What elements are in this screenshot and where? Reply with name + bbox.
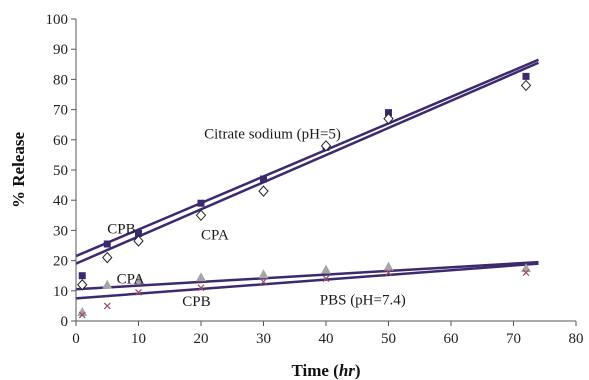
trendline	[75, 262, 539, 300]
y-tick-label: 50	[53, 163, 68, 179]
data-point-triangle	[102, 279, 113, 289]
annotation-label: CPB	[107, 221, 135, 237]
data-point-x	[322, 275, 330, 283]
data-point-diamond	[77, 279, 88, 291]
data-point-x	[197, 284, 205, 292]
x-tick-label: 30	[256, 331, 271, 347]
x-axis-title-close: )	[355, 361, 361, 380]
annotation-label: PBS (pH=7.4)	[320, 292, 406, 308]
data-point-square	[135, 229, 142, 237]
y-tick-label: 30	[53, 223, 68, 239]
data-point-square	[78, 272, 86, 280]
y-tick-label: 70	[53, 103, 68, 119]
data-point-x	[385, 269, 392, 277]
data-point-triangle	[258, 269, 269, 279]
data-point-triangle	[321, 264, 331, 274]
annotation-label: CPB	[182, 294, 210, 310]
y-tick-label: 0	[61, 314, 69, 330]
x-tick-label: 50	[381, 331, 396, 347]
data-point-x	[78, 311, 86, 319]
y-tick-label: 100	[46, 12, 69, 28]
annotations-group: Citrate sodium (pH=5) CPB CPA CPA CPB PBS (pH…	[107, 126, 405, 310]
y-tick-label: 60	[53, 133, 68, 149]
data-point-x	[135, 288, 142, 296]
trendline	[75, 58, 539, 258]
data-point-triangle	[133, 275, 144, 285]
data-point-diamond	[320, 140, 332, 152]
data-point-diamond	[133, 235, 144, 247]
data-point-square	[197, 199, 205, 207]
y-tick-label: 90	[53, 42, 68, 58]
trendline	[75, 260, 539, 291]
x-tick-label: 10	[131, 331, 146, 347]
y-axis-title: % Release	[9, 132, 28, 208]
y-tick-label: 20	[53, 254, 68, 270]
x-axis-title: Time (hr)	[291, 361, 360, 380]
data-point-diamond	[520, 79, 532, 92]
points-group	[77, 72, 532, 319]
data-point-diamond	[258, 185, 269, 197]
x-tick-label: 60	[444, 331, 459, 347]
annotation-label: CPA	[201, 227, 229, 243]
x-tick-label: 80	[569, 331, 584, 347]
y-tick-label: 10	[53, 284, 68, 300]
data-point-triangle	[383, 261, 394, 271]
data-point-diamond	[102, 251, 113, 264]
x-axis-title-unit: hr	[339, 361, 355, 380]
x-tick-label: 0	[72, 331, 80, 347]
annotation-label: Citrate sodium (pH=5)	[204, 126, 341, 142]
ticks-group: 0 10 20 30 40 50 60 70 80 90 100 0 10 20 30 40 50 60 70 80	[46, 12, 584, 347]
x-tick-label: 20	[194, 331, 209, 347]
data-point-x	[103, 302, 111, 310]
data-point-square	[522, 72, 530, 80]
x-tick-label: 70	[506, 331, 521, 347]
data-point-x	[522, 269, 530, 277]
annotation-label: CPA	[117, 271, 145, 287]
data-point-x	[260, 278, 267, 286]
y-tick-label: 40	[53, 193, 68, 209]
x-tick-label: 40	[319, 331, 334, 347]
data-point-triangle	[196, 272, 206, 282]
trendline	[75, 61, 539, 265]
x-axis-title-main: Time (	[291, 361, 339, 380]
data-point-diamond	[195, 209, 207, 222]
data-point-square	[103, 240, 111, 248]
data-point-diamond	[383, 112, 394, 125]
data-point-square	[385, 109, 392, 117]
data-point-square	[260, 175, 267, 183]
trendlines-group	[75, 58, 539, 300]
data-point-triangle	[77, 306, 88, 316]
y-tick-label: 80	[53, 72, 68, 88]
